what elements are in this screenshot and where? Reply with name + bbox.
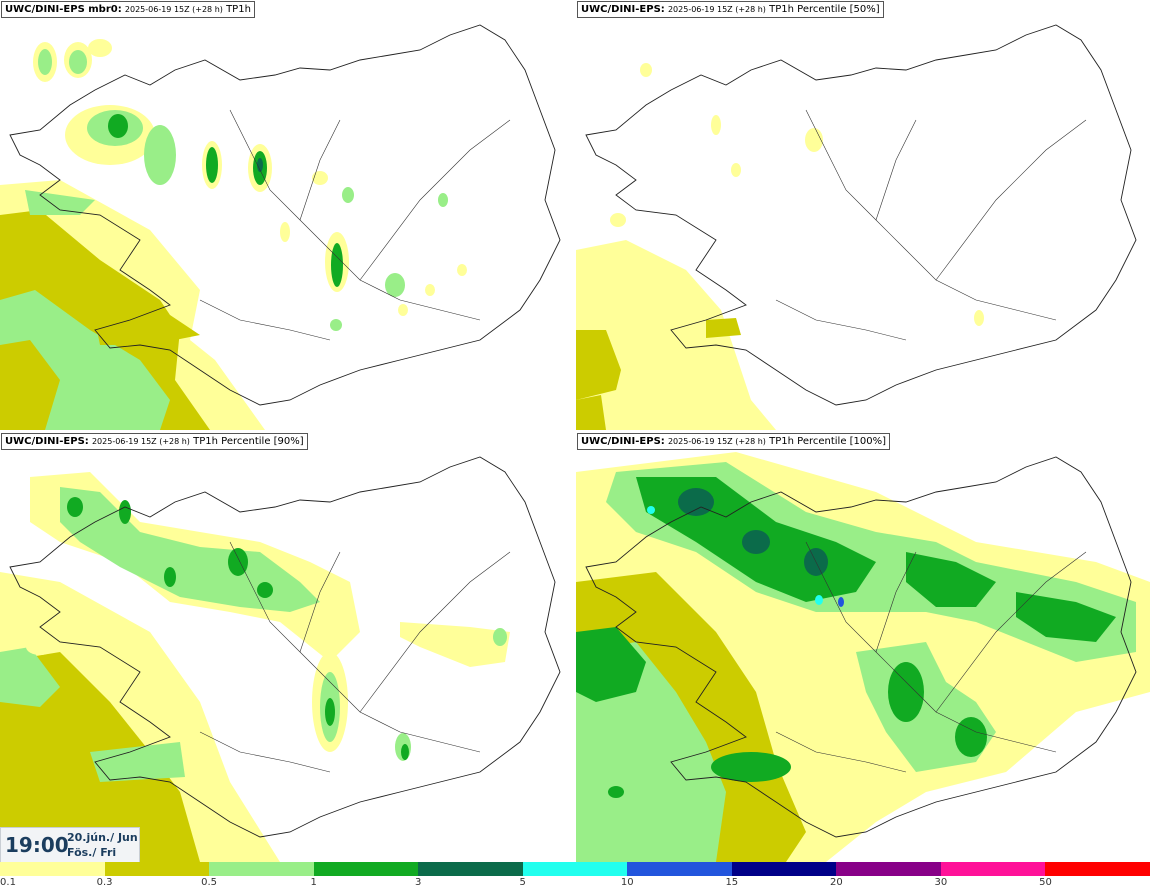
legend-tick-label: 0.1	[0, 877, 16, 888]
valid-time-date: 20.jún./ Jun	[67, 831, 138, 844]
legend-swatch	[522, 862, 628, 876]
panel-title-p90: UWC/DINI-EPS: 2025-06-19 15Z (+28 h) TP1…	[1, 433, 308, 450]
legend-tick-label: 15	[725, 877, 739, 888]
panel-divider-horizontal	[0, 430, 1150, 432]
legend-swatch	[731, 862, 837, 876]
legend-tick-label: 20	[829, 877, 843, 888]
legend-swatch	[313, 862, 419, 876]
legend-swatch	[627, 862, 732, 876]
precip-map-p100	[576, 452, 1150, 862]
panel-title-p50: UWC/DINI-EPS: 2025-06-19 15Z (+28 h) TP1…	[577, 1, 884, 18]
legend-swatch	[209, 862, 314, 876]
legend-tick-label: 50	[1039, 877, 1052, 888]
legend-tick-label: 5	[519, 877, 526, 888]
legend-swatch	[1045, 862, 1150, 876]
map-panel-member0: UWC/DINI-EPS mbr0: 2025-06-19 15Z (+28 h…	[0, 0, 574, 430]
legend-tick-label: 1	[310, 877, 317, 888]
valid-time-box: 19:00 20.jún./ Jun Fös./ Fri	[0, 827, 140, 863]
precip-map-p50	[576, 24, 1137, 430]
precip-map-member0	[0, 24, 561, 430]
legend-tick-label: 10	[620, 877, 634, 888]
precip-map-p90	[0, 456, 561, 862]
panel-title-member0: UWC/DINI-EPS mbr0: 2025-06-19 15Z (+28 h…	[1, 1, 255, 18]
legend-color-bar	[0, 862, 1150, 876]
legend-swatch	[836, 862, 941, 876]
legend-swatch	[0, 862, 105, 876]
legend-swatch	[104, 862, 210, 876]
legend-swatch	[418, 862, 523, 876]
map-panel-p50: UWC/DINI-EPS: 2025-06-19 15Z (+28 h) TP1…	[576, 0, 1150, 430]
legend-swatch	[940, 862, 1046, 876]
valid-time-clock: 19:00	[5, 833, 69, 857]
map-panel-p100: UWC/DINI-EPS: 2025-06-19 15Z (+28 h) TP1…	[576, 432, 1150, 862]
legend-tick-label: 0.3	[96, 877, 113, 888]
legend-tick-label: 30	[934, 877, 948, 888]
valid-time-day: Fös./ Fri	[67, 846, 117, 859]
precip-color-legend: 0.1 0.3 0.5 1 3 5 10 15 20 30 50	[0, 862, 1150, 891]
map-panel-p90: UWC/DINI-EPS: 2025-06-19 15Z (+28 h) TP1…	[0, 432, 574, 862]
legend-tick-label: 0.5	[201, 877, 218, 888]
legend-tick-label: 3	[414, 877, 422, 888]
panel-title-p100: UWC/DINI-EPS: 2025-06-19 15Z (+28 h) TP1…	[577, 433, 891, 450]
